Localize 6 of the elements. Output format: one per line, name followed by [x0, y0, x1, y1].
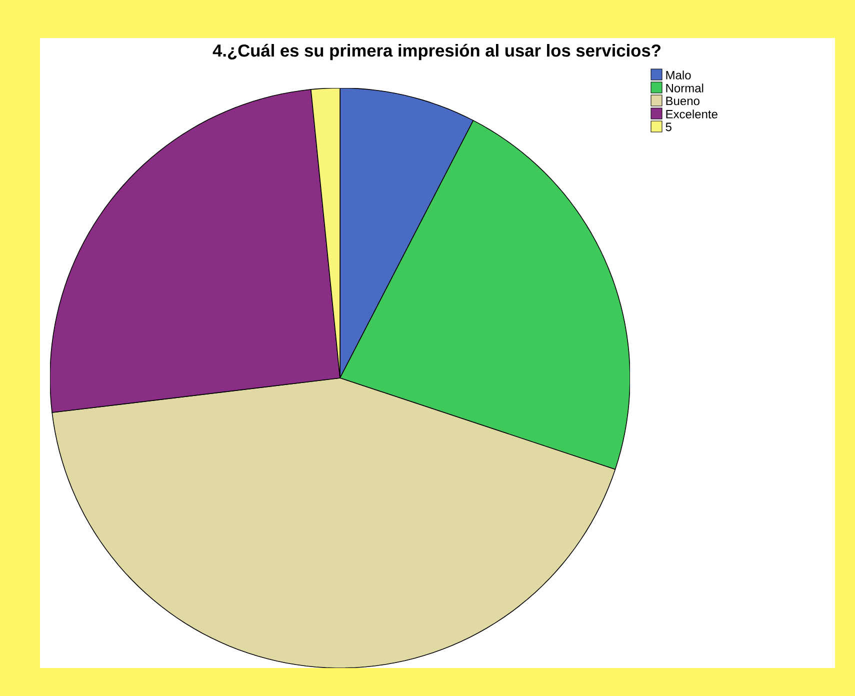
chart-title: 4.¿Cuál es su primera impresión al usar los servicios?	[212, 44, 660, 60]
legend-label: Normal	[666, 84, 704, 92]
legend-label: Excelente	[666, 110, 718, 118]
legend-label: Bueno	[666, 96, 700, 106]
legend-label: Malo	[666, 70, 691, 80]
legend-label: 5	[666, 122, 672, 132]
